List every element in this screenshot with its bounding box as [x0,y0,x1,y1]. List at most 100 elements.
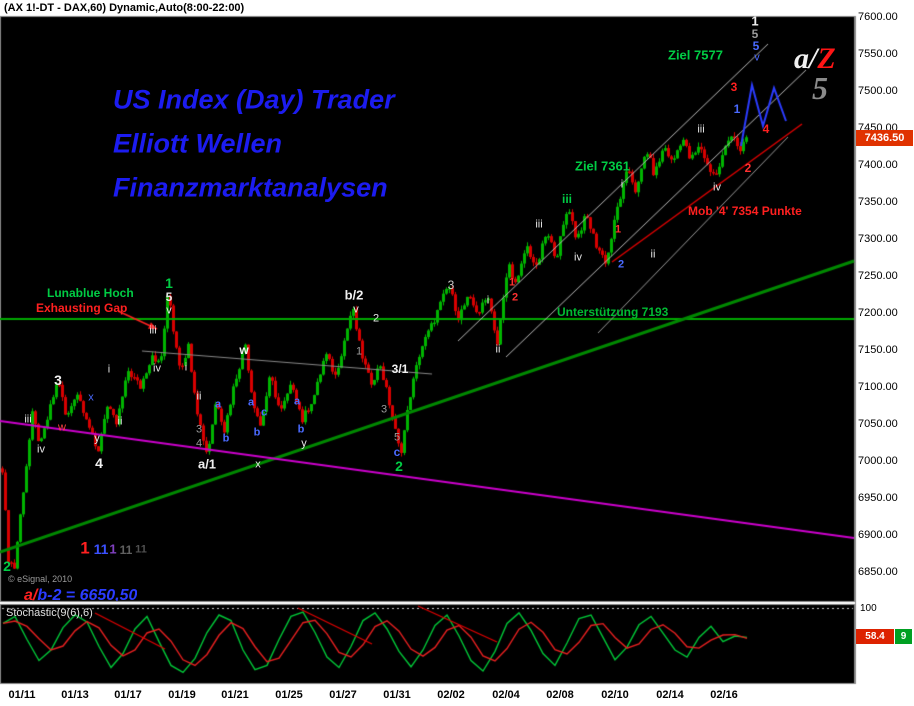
wave-label: 5 [165,290,173,304]
price-axis-label: 6950.00 [858,492,898,504]
clipped-note-text: b-2 = 6650,50 [37,587,138,601]
wave-label: 2 [3,558,11,574]
stochastic-label: Stochastic(9(6),6) [6,607,93,619]
wave-label: ii [196,390,202,403]
wave-label: y [301,437,307,450]
wave-label: 2 [511,291,519,304]
annotation-text: Mob '4' 7354 Punkte [688,204,802,218]
annotation-text: Unterstützung 7193 [557,305,669,319]
date-label: 01/11 [8,689,36,701]
price-axis-label: 7600.00 [858,11,898,23]
wave-label: 4 [95,455,103,471]
wave-label: 2 [744,161,752,175]
date-label: 01/13 [61,689,89,701]
annotation-text: Lunablue Hoch [47,286,134,300]
chart-window-title: (AX 1!-DT - DAX,60) Dynamic,Auto(8:00-22… [4,2,245,14]
date-label: 01/21 [221,689,249,701]
wave-label: b [253,426,261,439]
wave-label: 5 [751,27,759,41]
wave-label: 5 [393,431,401,444]
wave-label: a/1 [197,456,217,472]
date-label: 02/14 [656,689,684,701]
date-label: 02/10 [601,689,629,701]
wave-label: y [94,432,100,445]
price-axis-label: 7200.00 [858,307,898,319]
wave-label: iv [713,181,721,194]
wave-label: 11 [135,543,147,556]
price-axis-label: 7550.00 [858,48,898,60]
price-axis-label: 7000.00 [858,455,898,467]
wave-label: i [184,361,188,374]
wave-label: iii [24,413,32,426]
wave-label: c [393,445,401,459]
wave-label: 1 [109,541,117,557]
wave-label: x [255,458,261,471]
price-axis-label: 7050.00 [858,418,898,430]
wave-label: ii [117,415,123,428]
wave-label: 5 [752,39,760,53]
stochastic-signal-badge: 9 [895,629,912,644]
wave-label: 1 [614,223,622,236]
last-price-badge: 7436.50 [856,129,913,146]
wave-label: 2 [372,312,380,325]
wave-label: 1 [165,275,173,291]
price-axis-label: 7400.00 [858,159,898,171]
annotation-text: Ziel 7577 [668,47,723,63]
wave-label: ii [495,343,501,356]
clipped-target-note: a/b-2 = 6650,50 [24,587,137,601]
annotation-text: Finanzmarktanalysen [113,172,388,203]
wave-label: c [260,406,268,419]
wave-label: 2 [395,458,403,474]
wave-label: 1 [508,276,516,289]
price-axis-label: 7350.00 [858,196,898,208]
price-axis-label: 6900.00 [858,529,898,541]
wave-label: iii [535,218,543,231]
wave-label: a [214,398,222,411]
wave-label: iv [574,251,582,264]
wave-label: b [297,423,305,436]
wave-label: iv [37,443,45,456]
annotation-text: US Index (Day) Trader [113,84,395,115]
annotation-text: Exhausting Gap [36,301,128,315]
date-label: 01/25 [275,689,303,701]
date-label: 02/08 [546,689,574,701]
wave-label: i [486,294,490,307]
wave-label: a [247,396,255,409]
stochastic-scale-label: 100 [860,603,877,614]
wave-label: 1 [751,13,759,29]
wave-label: 2 [617,258,625,271]
wave-az-annotation: a/Z [794,44,836,74]
wave-label: 4 [762,122,770,136]
wave-label: w [239,343,249,357]
wave-label: 4 [195,437,203,450]
wave-label: v [353,303,359,316]
esignal-watermark: © eSignal, 2010 [8,574,73,584]
wave-label: x [88,391,94,404]
wave-label: ii [650,248,656,261]
date-label: 01/19 [168,689,196,701]
wave-label: 11 [119,543,133,557]
wave-label: 1 [733,102,741,116]
wave-label: iii [561,192,573,206]
wave-label: v [754,51,760,64]
price-axis-label: 7250.00 [858,270,898,282]
date-label: 01/31 [383,689,411,701]
wave-label: 11 [93,541,109,557]
date-label: 01/27 [329,689,357,701]
wave-label: 3 [380,403,388,416]
annotation-text: Elliott Wellen [113,128,283,159]
price-axis-label: 7150.00 [858,344,898,356]
wave-z-label: Z [817,42,836,75]
wave-label: 3 [54,372,62,388]
price-axis-label: 7100.00 [858,381,898,393]
wave-label: 1 [80,538,90,558]
wave-label: 3 [195,423,203,436]
wave-label: 1 [355,345,363,358]
wave-label: i [620,178,624,191]
annotation-text: Ziel 7361 [575,158,630,174]
date-label: 02/04 [492,689,520,701]
price-axis-label: 7300.00 [858,233,898,245]
wave-label: v [166,304,172,317]
